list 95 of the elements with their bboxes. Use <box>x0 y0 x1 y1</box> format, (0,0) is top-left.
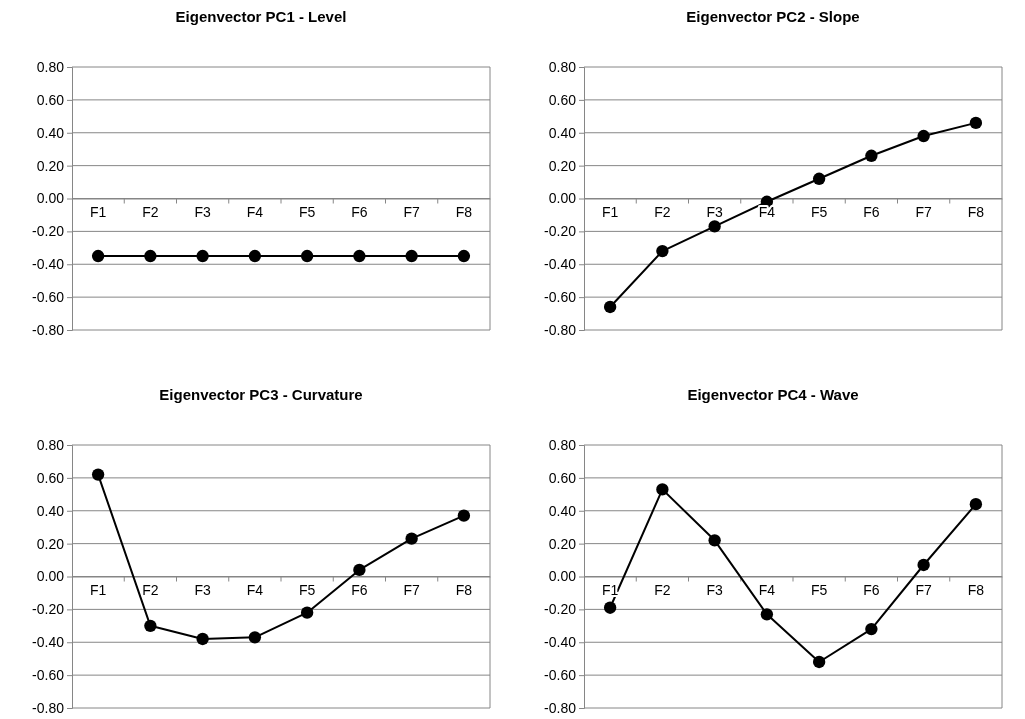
y-tick-label: -0.20 <box>544 601 577 618</box>
y-tick-label: 0.00 <box>548 190 577 207</box>
point <box>812 655 826 669</box>
point <box>708 534 721 547</box>
y-tick-label: -0.60 <box>32 667 65 684</box>
y-tick-label: -0.40 <box>544 256 577 273</box>
y-tick-label: 0.20 <box>548 157 577 174</box>
y-tick-label: 0.00 <box>36 568 65 585</box>
point <box>969 116 983 130</box>
x-tick-label: F3 <box>194 581 211 598</box>
point <box>405 532 418 545</box>
y-tick-label: 0.00 <box>36 190 65 207</box>
chart-title: Eigenvector PC1 - Level <box>175 8 347 25</box>
x-tick-label: F3 <box>194 203 211 220</box>
y-tick-label: -0.80 <box>32 321 65 338</box>
y-tick-label: 0.60 <box>36 469 65 486</box>
point <box>603 601 617 614</box>
point <box>248 631 262 644</box>
x-tick-label: F2 <box>654 581 671 598</box>
x-tick-label: F7 <box>403 203 420 220</box>
x-tick-label: F1 <box>89 203 107 220</box>
y-tick-label: -0.60 <box>544 289 577 306</box>
x-tick-label: F6 <box>863 581 880 598</box>
y-tick-label: -0.40 <box>544 634 577 651</box>
point <box>865 622 878 636</box>
point <box>865 149 878 162</box>
x-tick-label: F4 <box>758 203 776 220</box>
point <box>300 606 314 619</box>
point <box>656 244 669 258</box>
x-tick-label: F6 <box>351 203 368 220</box>
x-tick-label: F2 <box>142 581 159 598</box>
x-tick-label: F5 <box>810 203 828 220</box>
y-tick-label: -0.80 <box>544 321 577 338</box>
point <box>969 498 983 511</box>
x-tick-label: F3 <box>706 203 723 220</box>
point <box>812 172 826 185</box>
y-tick-label: 0.40 <box>36 502 65 519</box>
y-tick-label: -0.80 <box>544 699 577 716</box>
y-tick-label: 0.00 <box>548 568 577 585</box>
y-tick-label: -0.40 <box>32 634 65 651</box>
y-tick-label: -0.40 <box>32 256 65 273</box>
x-tick-label: F1 <box>601 581 619 598</box>
point <box>603 300 617 314</box>
point <box>708 220 721 233</box>
x-tick-label: F8 <box>967 581 985 598</box>
y-tick-label: 0.20 <box>548 535 577 552</box>
point <box>917 558 930 572</box>
x-tick-label: F2 <box>654 203 671 220</box>
x-tick-label: F5 <box>298 581 316 598</box>
chart-title: Eigenvector PC2 - Slope <box>686 8 860 25</box>
x-tick-label: F2 <box>142 203 159 220</box>
point <box>144 619 157 632</box>
chart-title: Eigenvector PC4 - Wave <box>687 386 859 403</box>
point <box>760 608 774 621</box>
y-tick-label: 0.60 <box>36 91 65 108</box>
y-tick-label: 0.40 <box>548 124 577 141</box>
x-tick-label: F6 <box>351 581 368 598</box>
y-tick-label: -0.80 <box>32 699 65 716</box>
x-tick-label: F4 <box>246 203 264 220</box>
x-tick-label: F5 <box>298 203 316 220</box>
point <box>353 563 366 577</box>
y-tick-label: 0.80 <box>548 436 577 453</box>
y-tick-label: -0.20 <box>32 223 65 240</box>
x-tick-label: F3 <box>706 581 723 598</box>
y-tick-label: 0.80 <box>548 58 577 75</box>
x-tick-label: F1 <box>89 581 107 598</box>
x-tick-label: F4 <box>246 581 264 598</box>
y-tick-label: 0.40 <box>36 124 65 141</box>
y-tick-label: 0.60 <box>548 469 577 486</box>
x-tick-label: F7 <box>915 203 932 220</box>
y-tick-label: -0.20 <box>32 601 65 618</box>
x-tick-label: F6 <box>863 203 880 220</box>
point <box>91 468 105 481</box>
point <box>196 632 209 646</box>
y-tick-label: -0.60 <box>32 289 65 306</box>
x-tick-label: F8 <box>455 203 473 220</box>
x-tick-label: F5 <box>810 581 828 598</box>
x-tick-label: F1 <box>601 203 619 220</box>
x-tick-label: F8 <box>455 581 473 598</box>
y-tick-label: 0.20 <box>36 157 65 174</box>
x-tick-label: F7 <box>403 581 420 598</box>
point <box>457 509 471 522</box>
y-tick-label: 0.40 <box>548 502 577 519</box>
y-tick-label: -0.20 <box>544 223 577 240</box>
point <box>656 483 669 496</box>
chart-title: Eigenvector PC3 - Curvature <box>159 386 363 403</box>
y-tick-label: 0.20 <box>36 535 65 552</box>
y-tick-label: -0.60 <box>544 667 577 684</box>
x-tick-label: F4 <box>758 581 776 598</box>
y-tick-label: 0.60 <box>548 91 577 108</box>
y-tick-label: 0.80 <box>36 58 65 75</box>
x-tick-label: F7 <box>915 581 932 598</box>
point <box>917 129 930 143</box>
y-tick-label: 0.80 <box>36 436 65 453</box>
x-tick-label: F8 <box>967 203 985 220</box>
